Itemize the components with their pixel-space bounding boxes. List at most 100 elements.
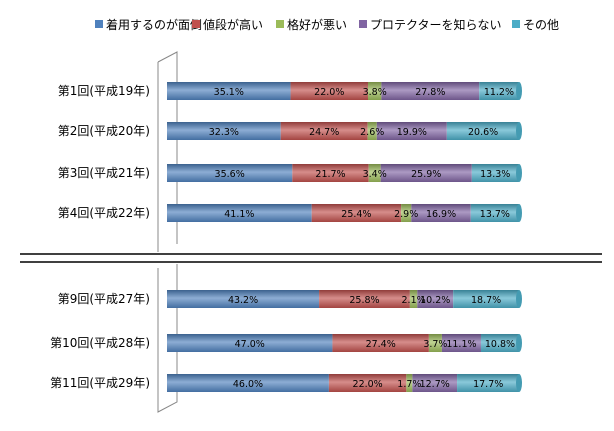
bar-segment: [453, 290, 519, 308]
bar-segment: [401, 204, 412, 222]
bar-end-cap: [516, 334, 522, 352]
bar-segment: [332, 334, 429, 352]
data-label: 19.9%: [397, 127, 427, 138]
bar-segment: [292, 164, 369, 182]
bar-segment: [167, 290, 320, 308]
data-label: 3.8%: [363, 87, 387, 98]
legend: 着用するのが面倒 値段が高い 格好が悪い プロテクターを知らない その他: [95, 17, 559, 32]
bar-segment: [167, 334, 333, 352]
data-label: 1.7%: [397, 379, 421, 390]
data-label: 10.8%: [485, 339, 515, 350]
data-label: 22.0%: [353, 379, 383, 390]
legend-swatch: [95, 20, 103, 28]
data-label: 24.7%: [309, 127, 339, 138]
bar-end-cap: [516, 82, 522, 100]
bar-segment: [470, 204, 519, 222]
bar-segment: [280, 122, 368, 140]
legend-entry: プロテクターを知らない: [370, 18, 502, 32]
category-labels: 第1回(平成19年) 第2回(平成20年) 第3回(平成21年) 第4回(平成22年)…: [50, 84, 150, 390]
bar-segment: [411, 204, 471, 222]
axis-wall-bottom: [157, 264, 178, 413]
data-label: 43.2%: [228, 295, 258, 306]
bar-segment: [417, 290, 454, 308]
category-label: 第3回(平成21年): [58, 166, 150, 180]
category-label: 第2回(平成20年): [58, 124, 150, 138]
bar-segment: [376, 122, 447, 140]
bar-segment: [167, 82, 291, 100]
legend-swatch: [192, 20, 200, 28]
bar-segment: [471, 164, 519, 182]
data-label: 17.7%: [473, 379, 503, 390]
data-label: 2.1%: [402, 295, 426, 306]
bar-segment: [167, 374, 329, 392]
data-label: 3.7%: [423, 339, 447, 350]
bar-end-cap: [516, 204, 522, 222]
data-label: 13.3%: [480, 169, 510, 180]
bar-segment: [479, 82, 519, 100]
bar-segment: [367, 82, 382, 100]
bar-segment: [457, 374, 520, 392]
data-label: 3.4%: [363, 169, 387, 180]
data-label: 12.7%: [420, 379, 450, 390]
bar-segment: [441, 334, 481, 352]
data-label: 32.3%: [209, 127, 239, 138]
bar-end-cap: [516, 374, 522, 392]
data-label: 2.9%: [394, 209, 418, 220]
category-label: 第1回(平成19年): [58, 84, 150, 98]
data-label: 47.0%: [235, 339, 265, 350]
data-label: 11.1%: [446, 339, 476, 350]
data-label: 25.4%: [341, 209, 371, 220]
legend-swatch: [276, 20, 284, 28]
bar-end-cap: [516, 164, 522, 182]
data-label: 41.1%: [224, 209, 254, 220]
bar-segment: [428, 334, 442, 352]
bar-end-cap: [516, 290, 522, 308]
bar-segment: [412, 374, 458, 392]
data-label: 16.9%: [426, 209, 456, 220]
bar-segment: [409, 290, 418, 308]
data-label: 27.4%: [366, 339, 396, 350]
bar-segment: [368, 164, 381, 182]
bar-segment: [380, 164, 472, 182]
category-label: 第9回(平成27年): [58, 292, 150, 306]
data-label: 20.6%: [468, 127, 498, 138]
bar-end-cap: [516, 122, 522, 140]
data-labels: 35.1% 22.0% 3.8% 27.8% 11.2% 32.3% 24.7% 2.6% 19…: [209, 87, 515, 390]
category-label: 第11回(平成29年): [50, 376, 150, 390]
category-label: 第10回(平成28年): [50, 336, 150, 350]
bar-segment: [167, 164, 293, 182]
bar-segment: [446, 122, 520, 140]
bar-segment: [381, 82, 480, 100]
data-label: 11.2%: [484, 87, 514, 98]
bar-segment: [167, 122, 281, 140]
category-label: 第4回(平成22年): [58, 206, 150, 220]
bar-segment: [367, 122, 377, 140]
legend-swatch: [359, 20, 367, 28]
data-label: 18.7%: [471, 295, 501, 306]
legend-entry: 着用するのが面倒: [106, 17, 202, 32]
data-label: 35.1%: [214, 87, 244, 98]
data-label: 10.2%: [420, 295, 450, 306]
bar-segment: [480, 334, 519, 352]
data-label: 35.6%: [215, 169, 245, 180]
chart-frame: [157, 51, 178, 413]
bar-segment: [311, 204, 402, 222]
data-label: 2.6%: [360, 127, 384, 138]
data-label: 46.0%: [233, 379, 263, 390]
data-label: 25.9%: [411, 169, 441, 180]
bars: [167, 82, 522, 392]
legend-entry: 値段が高い: [203, 17, 263, 32]
data-label: 27.8%: [415, 87, 445, 98]
bar-segment: [167, 204, 312, 222]
legend-entry: 格好が悪い: [287, 17, 347, 32]
data-label: 21.7%: [315, 169, 345, 180]
bar-segment: [406, 374, 413, 392]
axis-break: [20, 253, 602, 263]
data-label: 22.0%: [314, 87, 344, 98]
bar-segment: [328, 374, 407, 392]
legend-entry: その他: [523, 18, 559, 32]
bar-segment: [319, 290, 410, 308]
bar-segment: [290, 82, 368, 100]
data-label: 13.7%: [480, 209, 510, 220]
